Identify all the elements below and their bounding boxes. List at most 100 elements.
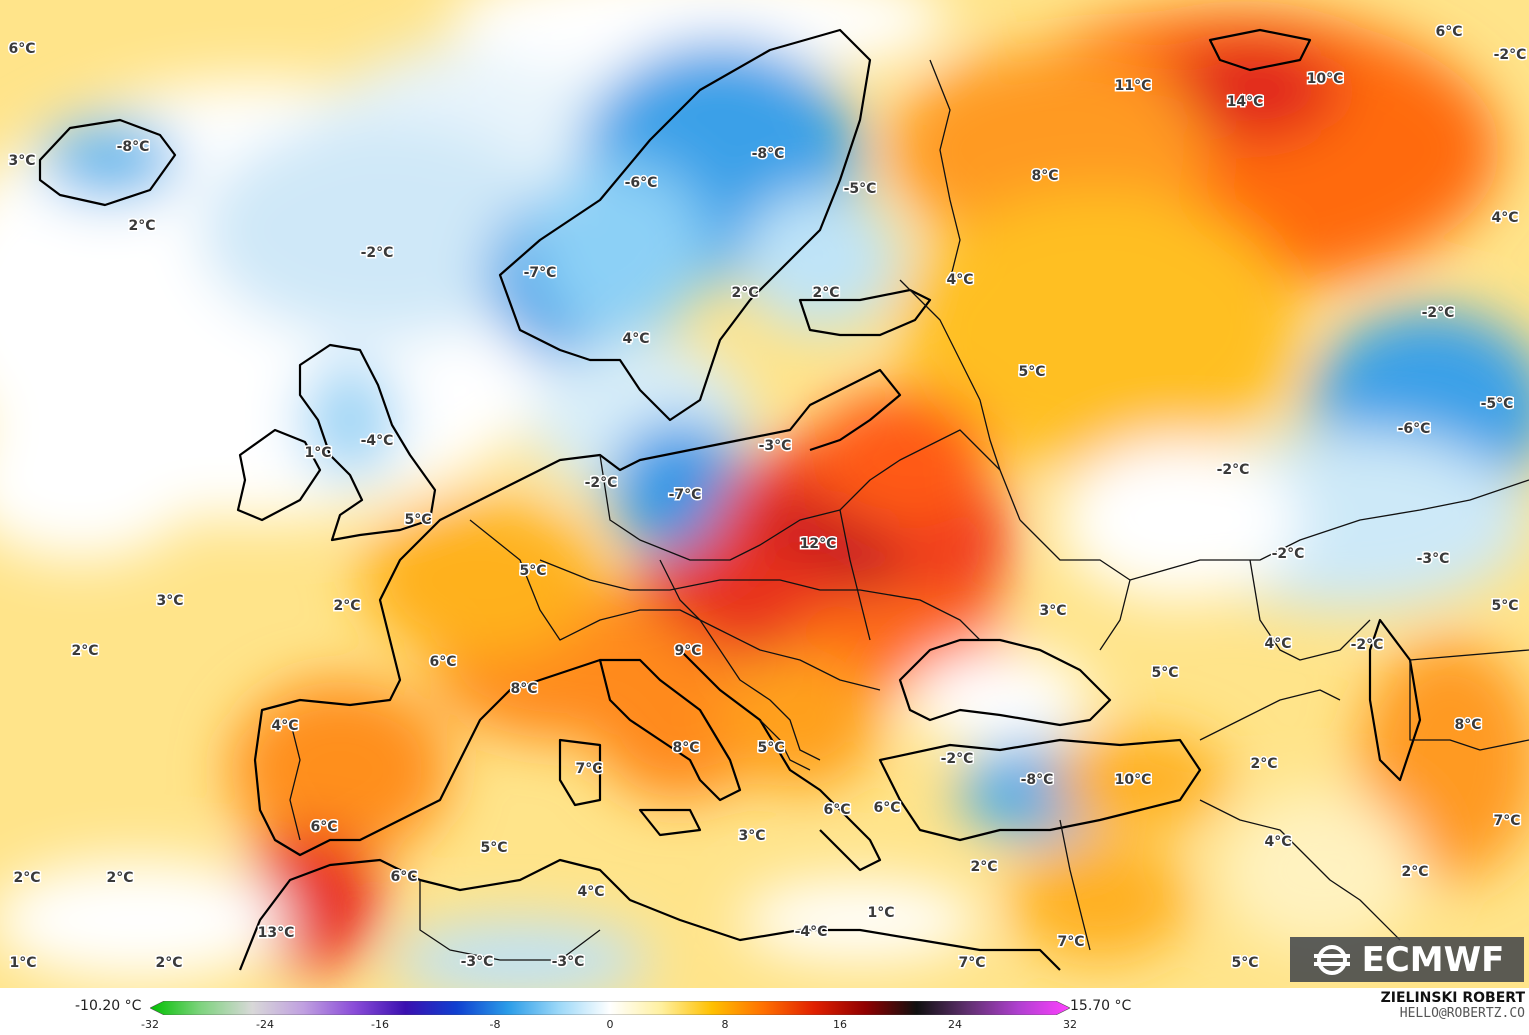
scale-max-label: 15.70 °C <box>1070 998 1132 1014</box>
coastlines <box>38 28 1422 971</box>
temperature-label: 10°C <box>1307 71 1344 87</box>
temperature-label: 4°C <box>1491 210 1518 226</box>
temperature-label: 5°C <box>480 840 507 856</box>
temperature-label: 1°C <box>867 905 894 921</box>
temperature-label: 2°C <box>128 218 155 234</box>
temperature-label: 3°C <box>156 593 183 609</box>
temperature-label: -2°C <box>1217 462 1250 478</box>
temperature-label: 1°C <box>304 445 331 461</box>
temperature-label: 6°C <box>390 869 417 885</box>
temperature-label: 6°C <box>8 41 35 57</box>
temperature-label: 12°C <box>800 536 837 552</box>
temperature-anomaly-map: 6°C -8°C 3°C 2°C -2°C -7°C -6°C -8°C -5°C 11°C 14°… <box>0 0 1529 988</box>
temperature-label: 8°C <box>510 681 537 697</box>
temperature-label: 4°C <box>1264 636 1291 652</box>
scale-tick-label: 16 <box>833 1018 847 1031</box>
ecmwf-emblem-icon <box>1313 944 1350 975</box>
scale-tick-label: -8 <box>489 1018 501 1031</box>
temperature-label: -3°C <box>759 438 792 454</box>
temperature-label: 14°C <box>1227 94 1264 110</box>
temperature-label: 11°C <box>1115 78 1152 94</box>
scale-tick-label: 24 <box>948 1018 962 1031</box>
temperature-label: 2°C <box>333 598 360 614</box>
temperature-label: -2°C <box>941 751 974 767</box>
scale-tick-label: 32 <box>1063 1018 1077 1031</box>
temperature-label: 2°C <box>812 285 839 301</box>
temperature-label: -2°C <box>361 245 394 261</box>
temperature-label: 4°C <box>622 331 649 347</box>
author-credit: ZIELINSKI ROBERT HELLO@ROBERTZ.CO <box>1381 990 1525 1021</box>
temperature-label: 2°C <box>155 955 182 971</box>
author-name: ZIELINSKI ROBERT <box>1380 990 1525 1006</box>
scale-ticks: -32 -24 -16 -8 0 8 16 24 32 <box>141 1018 1077 1032</box>
temperature-label: -7°C <box>669 487 702 503</box>
temperature-label: 7°C <box>1493 813 1520 829</box>
temperature-label: 4°C <box>271 718 298 734</box>
temperature-label: -8°C <box>752 146 785 162</box>
temperature-label: 2°C <box>1250 756 1277 772</box>
temperature-label: 8°C <box>1031 168 1058 184</box>
temperature-label: 2°C <box>13 870 40 886</box>
temperature-label: 2°C <box>731 285 758 301</box>
temperature-labels: 6°C -8°C 3°C 2°C -2°C -7°C -6°C -8°C -5°C 11°C 14°… <box>7 23 1528 973</box>
temperature-label: -2°C <box>585 475 618 491</box>
temperature-label: -2°C <box>1494 47 1527 63</box>
temperature-label: 7°C <box>1057 934 1084 950</box>
temperature-label: 6°C <box>310 819 337 835</box>
temperature-label: 9°C <box>674 643 701 659</box>
temperature-label: 1°C <box>9 955 36 971</box>
temperature-label: 5°C <box>757 740 784 756</box>
temperature-label: 6°C <box>873 800 900 816</box>
temperature-label: 3°C <box>8 153 35 169</box>
temperature-label: -8°C <box>1021 772 1054 788</box>
temperature-label: 8°C <box>672 740 699 756</box>
scale-tick-label: -16 <box>371 1018 389 1031</box>
temperature-label: 4°C <box>946 272 973 288</box>
temperature-label: 6°C <box>1435 24 1462 40</box>
temperature-label: 2°C <box>970 859 997 875</box>
temperature-label: -4°C <box>361 433 394 449</box>
scale-tick-label: 8 <box>721 1018 729 1031</box>
scale-tick-label: 0 <box>606 1018 614 1031</box>
temperature-label: 5°C <box>1491 598 1518 614</box>
temperature-label: -3°C <box>461 954 494 970</box>
temperature-label: 2°C <box>106 870 133 886</box>
temperature-label: -2°C <box>1272 546 1305 562</box>
temperature-field <box>0 0 1529 988</box>
temperature-label: 5°C <box>1151 665 1178 681</box>
ecmwf-logo-text: ECMWF <box>1361 939 1505 980</box>
temperature-label: 6°C <box>429 654 456 670</box>
color-gradient-bar <box>150 1001 1070 1015</box>
temperature-label: 7°C <box>575 761 602 777</box>
scale-min-label: -10.20 °C <box>75 998 142 1014</box>
temperature-label: 3°C <box>738 828 765 844</box>
temperature-label: 4°C <box>1264 834 1291 850</box>
temperature-label: -7°C <box>524 265 557 281</box>
temperature-label: -5°C <box>1481 396 1514 412</box>
temperature-label: 5°C <box>404 512 431 528</box>
scale-tick-label: -32 <box>141 1018 159 1031</box>
author-email: HELLO@ROBERTZ.CO <box>1399 1006 1525 1021</box>
temperature-label: 5°C <box>1231 955 1258 971</box>
country-borders <box>289 59 1529 961</box>
temperature-label: 2°C <box>71 643 98 659</box>
temperature-label: -2°C <box>1422 305 1455 321</box>
temperature-label: -5°C <box>844 181 877 197</box>
temperature-label: 7°C <box>958 955 985 971</box>
temperature-label: -8°C <box>117 139 150 155</box>
temperature-label: -2°C <box>1351 637 1384 653</box>
temperature-label: -6°C <box>1398 421 1431 437</box>
temperature-label: 2°C <box>1401 864 1428 880</box>
ecmwf-logo: ECMWF <box>1290 937 1524 982</box>
temperature-label: -4°C <box>795 924 828 940</box>
temperature-label: 4°C <box>577 884 604 900</box>
temperature-label: 6°C <box>823 802 850 818</box>
temperature-label: 8°C <box>1454 717 1481 733</box>
temperature-label: -6°C <box>625 175 658 191</box>
temperature-label: 10°C <box>1115 772 1152 788</box>
temperature-label: -3°C <box>552 954 585 970</box>
scale-tick-label: -24 <box>256 1018 274 1031</box>
temperature-label: 5°C <box>519 563 546 579</box>
temperature-label: 5°C <box>1018 364 1045 380</box>
